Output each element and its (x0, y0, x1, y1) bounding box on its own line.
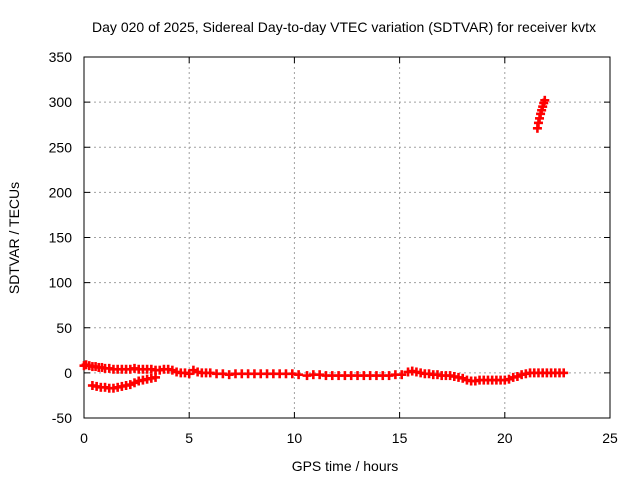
y-tick-label: 250 (49, 139, 73, 155)
y-tick-label: 50 (56, 320, 72, 336)
y-tick-label: 0 (64, 365, 72, 381)
y-tick-label: 150 (49, 230, 73, 246)
y-tick-label: 300 (49, 94, 73, 110)
x-tick-label: 5 (185, 430, 193, 446)
data-point (540, 95, 550, 105)
y-tick-label: -50 (52, 410, 72, 426)
data-point (294, 370, 304, 380)
y-axis: -50 0 50 100 150 200 250 300 350 (49, 49, 610, 426)
x-tick-label: 25 (602, 430, 618, 446)
grid-lines (84, 57, 610, 418)
x-tick-label: 0 (80, 430, 88, 446)
y-tick-label: 200 (49, 184, 73, 200)
y-tick-label: 350 (49, 49, 73, 65)
plot-frame (83, 56, 611, 419)
x-axis: 0 5 10 15 20 25 (80, 57, 618, 446)
data-point (559, 368, 569, 378)
data-point (397, 370, 407, 380)
chart-title: Day 020 of 2025, Sidereal Day-to-day VTE… (92, 19, 596, 35)
data-point (151, 372, 161, 382)
data-points (79, 95, 569, 393)
x-axis-label: GPS time / hours (292, 458, 399, 474)
x-tick-label: 15 (392, 430, 408, 446)
y-axis-label: SDTVAR / TECUs (6, 182, 22, 294)
y-tick-label: 100 (49, 275, 73, 291)
x-tick-label: 20 (497, 430, 513, 446)
x-tick-label: 10 (287, 430, 303, 446)
